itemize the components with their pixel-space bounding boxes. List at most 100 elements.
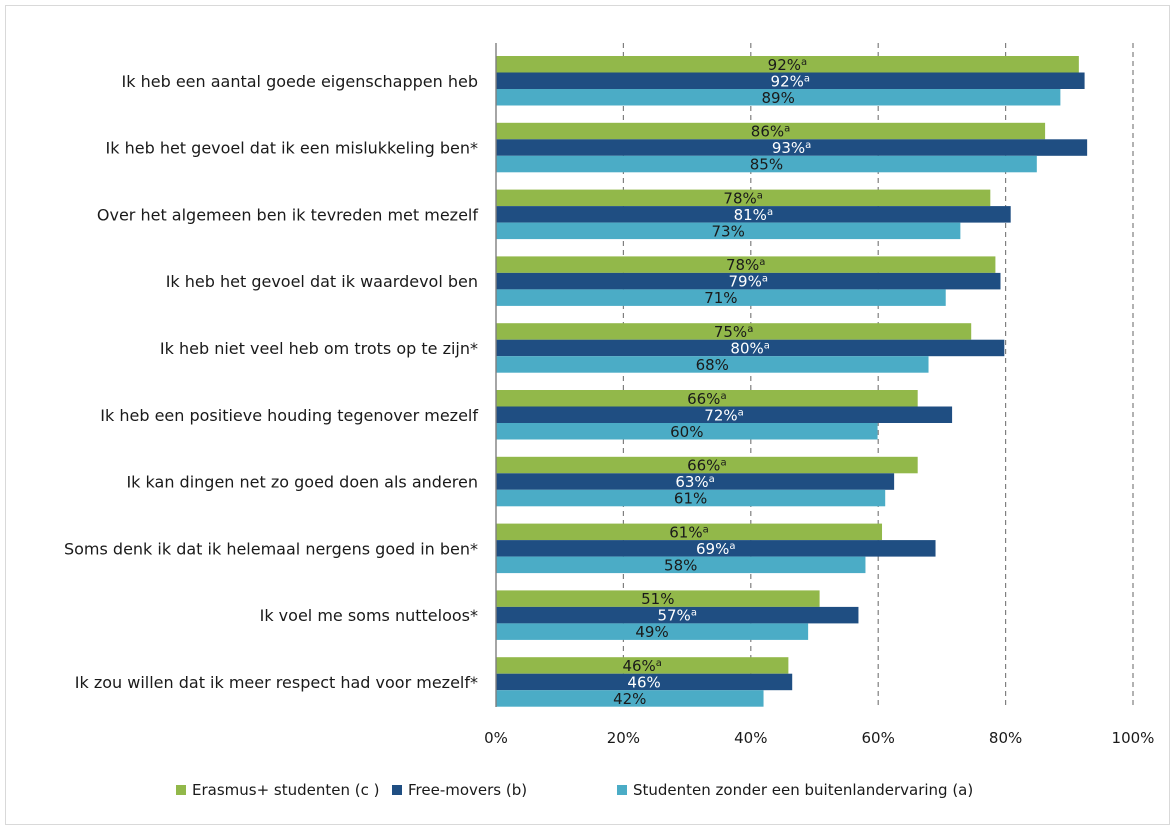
bar [496, 390, 918, 407]
value-label: 46%a [622, 657, 661, 675]
bar [496, 72, 1085, 89]
x-tick-label: 0% [484, 729, 508, 747]
bar [496, 339, 1005, 357]
value-label: 61% [674, 490, 707, 508]
bar [496, 222, 961, 240]
x-tick-label: 20% [607, 729, 640, 747]
x-tick-label: 80% [989, 729, 1022, 747]
category-label: Ik heb het gevoel dat ik een mislukkelin… [106, 139, 478, 158]
bar [496, 523, 883, 541]
value-label: 79%a [729, 273, 768, 291]
significance-marker: a [762, 274, 768, 285]
bar [496, 256, 996, 273]
value-label: 86%a [751, 123, 790, 141]
bar [496, 139, 1088, 156]
category-label: Ik kan dingen net zo goed doen als ander… [126, 473, 478, 492]
value-label: 92%a [768, 56, 807, 74]
bar [496, 155, 1037, 173]
value-label: 66%a [687, 457, 726, 475]
bar [496, 690, 764, 707]
significance-marker: a [764, 340, 770, 351]
value-label: 72%a [704, 406, 743, 424]
bar [496, 456, 918, 474]
value-label: 60% [670, 423, 703, 441]
value-label: 51% [641, 590, 674, 608]
category-label: Ik heb niet veel heb om trots op te zijn… [160, 339, 478, 358]
significance-marker: a [784, 124, 790, 135]
significance-marker: a [729, 541, 735, 552]
bar [496, 623, 809, 640]
bar [496, 356, 929, 373]
value-label: 69%a [696, 540, 735, 558]
chart-frame [5, 5, 1170, 825]
bar [496, 590, 820, 607]
bar [496, 206, 1011, 223]
axis-layer: 0% 20% 40% 60% 80% 100% Ik heb een aantal goed… [64, 43, 1154, 747]
significance-marker: a [804, 73, 810, 84]
value-label: 46% [627, 673, 660, 691]
bar [496, 540, 936, 557]
bar [496, 673, 793, 691]
legend-label: Erasmus+ studenten (c ) [192, 781, 380, 799]
bar [496, 289, 946, 306]
value-label: 73% [712, 222, 745, 240]
category-label: Ik heb een aantal goede eigenschappen he… [122, 72, 478, 91]
bar [496, 606, 859, 624]
legend-swatch [176, 785, 186, 795]
value-label: 92%a [771, 72, 810, 90]
value-label: 80%a [730, 339, 769, 357]
bars-layer: 92%a92%a89%86%a93%a85%78%a81%a73%78%a79%… [496, 56, 1088, 708]
value-label: 93%a [772, 139, 811, 157]
bar [496, 556, 866, 574]
value-label: 42% [613, 690, 646, 708]
x-tick-label: 60% [862, 729, 895, 747]
x-tick-label: 100% [1112, 729, 1155, 747]
value-label: 89% [762, 89, 795, 107]
x-tick-label: 40% [734, 729, 767, 747]
value-label: 78%a [726, 256, 765, 274]
value-label: 61%a [669, 523, 708, 541]
bar [496, 89, 1061, 106]
significance-marker: a [703, 524, 709, 535]
significance-marker: a [656, 658, 662, 669]
legend-swatch [617, 785, 627, 795]
significance-marker: a [757, 190, 763, 201]
value-label: 57%a [657, 607, 696, 625]
legend-label: Studenten zonder een buitenlandervaring … [633, 781, 973, 799]
significance-marker: a [709, 474, 715, 485]
significance-marker: a [720, 458, 726, 469]
category-label: Ik heb een positieve houding tegenover m… [100, 406, 478, 425]
value-label: 58% [664, 556, 697, 574]
category-label: Over het algemeen ben ik tevreden met me… [97, 205, 478, 224]
value-label: 78%a [723, 189, 762, 207]
value-label: 71% [704, 289, 737, 307]
category-label: Ik heb het gevoel dat ik waardevol ben [166, 272, 478, 291]
value-label: 49% [635, 623, 668, 641]
significance-marker: a [691, 608, 697, 619]
legend-swatch [392, 785, 402, 795]
significance-marker: a [801, 57, 807, 68]
category-label: Soms denk ik dat ik helemaal nergens goe… [64, 539, 478, 558]
bar [496, 423, 878, 440]
value-label: 63%a [675, 473, 714, 491]
value-label: 66%a [687, 390, 726, 408]
value-label: 81%a [734, 206, 773, 224]
bar [496, 406, 953, 423]
bar [496, 189, 991, 207]
bar [496, 122, 1046, 140]
legend-label: Free-movers (b) [408, 781, 527, 799]
value-label: 75%a [714, 323, 753, 341]
bar [496, 56, 1079, 73]
significance-marker: a [738, 407, 744, 418]
significance-marker: a [805, 140, 811, 151]
bar [496, 473, 895, 490]
significance-marker: a [720, 391, 726, 402]
significance-marker: a [767, 207, 773, 218]
bar [496, 657, 789, 674]
value-label: 68% [696, 356, 729, 374]
significance-marker: a [759, 257, 765, 268]
bar [496, 272, 1001, 290]
bar [496, 323, 972, 340]
category-label: Ik voel me soms nutteloos* [260, 606, 478, 625]
value-label: 85% [750, 156, 783, 174]
